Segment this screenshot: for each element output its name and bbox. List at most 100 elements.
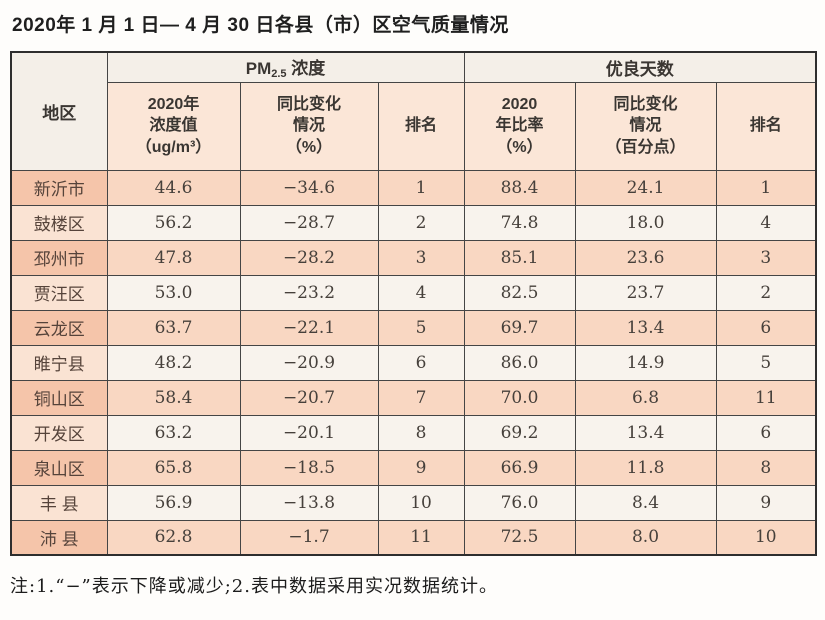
pm-change-cell: −34.6: [239, 169, 379, 206]
air-quality-table: 地区 PM2.5 浓度 优良天数 2020年 浓度值 （ug/m³） 同比变化 …: [10, 51, 818, 556]
good-ratio-cell: 70.0: [463, 379, 576, 416]
page-title: 2020年 1 月 1 日— 4 月 30 日各县（市）区空气质量情况: [12, 15, 509, 36]
good-rank-cell: 11: [715, 379, 817, 416]
pm-value-cell: 56.2: [106, 204, 241, 241]
good-change-cell: 18.0: [574, 204, 717, 241]
table-row: 云龙区 63.7 −22.1 5 69.7 13.4 6: [10, 309, 817, 346]
good-ratio-cell: 88.4: [463, 169, 576, 206]
header-group-row: 地区 PM2.5 浓度 优良天数: [10, 51, 817, 171]
table-row: 新沂市 44.6 −34.6 1 88.4 24.1 1: [10, 169, 817, 206]
pm-rank-cell: 5: [377, 309, 465, 346]
pm-change-cell: −20.1: [239, 414, 379, 451]
good-change-cell: 24.1: [574, 169, 717, 206]
column-header-pm-rank: 排名: [377, 81, 465, 171]
pm-value-cell: 63.2: [106, 414, 241, 451]
good-rank-cell: 2: [715, 274, 817, 311]
table-row: 丰 县 56.9 −13.8 10 76.0 8.4 9: [10, 484, 817, 521]
good-rank-cell: 10: [715, 519, 817, 556]
good-change-cell: 6.8: [574, 379, 717, 416]
pm-rank-cell: 4: [377, 274, 465, 311]
pm-value-cell: 62.8: [106, 519, 241, 556]
good-change-cell: 23.7: [574, 274, 717, 311]
pm25-label-subscript: 2.5: [271, 68, 287, 81]
pm-change-cell: −20.7: [239, 379, 379, 416]
good-ratio-cell: 66.9: [463, 449, 576, 486]
region-cell: 新沂市: [10, 169, 108, 206]
footnote: 注:1.“−”表示下降或减少;2.表中数据采用实况数据统计。: [10, 576, 498, 597]
table-row: 泉山区 65.8 −18.5 9 66.9 11.8 8: [10, 449, 817, 486]
column-header-pm-value: 2020年 浓度值 （ug/m³）: [106, 81, 241, 171]
good-ratio-cell: 86.0: [463, 344, 576, 381]
pm-change-cell: −1.7: [239, 519, 379, 556]
pm-rank-cell: 6: [377, 344, 465, 381]
table-header: 地区 PM2.5 浓度 优良天数 2020年 浓度值 （ug/m³） 同比变化 …: [10, 51, 817, 171]
good-change-cell: 14.9: [574, 344, 717, 381]
region-cell: 铜山区: [10, 379, 108, 416]
pm-change-cell: −22.1: [239, 309, 379, 346]
table-row: 贾汪区 53.0 −23.2 4 82.5 23.7 2: [10, 274, 817, 311]
pm-value-cell: 53.0: [106, 274, 241, 311]
pm25-label-suffix: 浓度: [286, 59, 326, 79]
pm-change-cell: −23.2: [239, 274, 379, 311]
good-rank-cell: 9: [715, 484, 817, 521]
region-cell: 贾汪区: [10, 274, 108, 311]
column-header-good-rank: 排名: [715, 81, 817, 171]
pm-value-cell: 63.7: [106, 309, 241, 346]
table-row: 鼓楼区 56.2 −28.7 2 74.8 18.0 4: [10, 204, 817, 241]
table-row: 睢宁县 48.2 −20.9 6 86.0 14.9 5: [10, 344, 817, 381]
region-cell: 云龙区: [10, 309, 108, 346]
pm-rank-cell: 8: [377, 414, 465, 451]
column-header-good-ratio: 2020 年比率 （%）: [463, 81, 576, 171]
region-cell: 沛 县: [10, 519, 108, 556]
column-header-good-change: 同比变化 情况 （百分点）: [574, 81, 717, 171]
pm25-label-base: PM: [245, 59, 272, 79]
good-ratio-cell: 76.0: [463, 484, 576, 521]
good-rank-cell: 1: [715, 169, 817, 206]
good-rank-cell: 8: [715, 449, 817, 486]
good-rank-cell: 3: [715, 239, 817, 276]
pm-value-cell: 47.8: [106, 239, 241, 276]
good-rank-cell: 6: [715, 414, 817, 451]
region-cell: 睢宁县: [10, 344, 108, 381]
pm-rank-cell: 2: [377, 204, 465, 241]
table-row: 沛 县 62.8 −1.7 11 72.5 8.0 10: [10, 519, 817, 556]
pm-change-cell: −20.9: [239, 344, 379, 381]
pm-rank-cell: 3: [377, 239, 465, 276]
table-row: 邳州市 47.8 −28.2 3 85.1 23.6 3: [10, 239, 817, 276]
column-group-good-days: 优良天数: [463, 51, 817, 83]
pm-value-cell: 58.4: [106, 379, 241, 416]
good-change-cell: 23.6: [574, 239, 717, 276]
table-body: 新沂市 44.6 −34.6 1 88.4 24.1 1 鼓楼区 56.2 −2…: [10, 169, 817, 556]
good-ratio-cell: 69.7: [463, 309, 576, 346]
good-ratio-cell: 82.5: [463, 274, 576, 311]
table-row: 开发区 63.2 −20.1 8 69.2 13.4 6: [10, 414, 817, 451]
pm-value-cell: 44.6: [106, 169, 241, 206]
table-row: 铜山区 58.4 −20.7 7 70.0 6.8 11: [10, 379, 817, 416]
good-rank-cell: 4: [715, 204, 817, 241]
region-cell: 丰 县: [10, 484, 108, 521]
good-rank-cell: 6: [715, 309, 817, 346]
good-rank-cell: 5: [715, 344, 817, 381]
pm-rank-cell: 7: [377, 379, 465, 416]
good-change-cell: 13.4: [574, 414, 717, 451]
pm-rank-cell: 1: [377, 169, 465, 206]
pm-change-cell: −28.2: [239, 239, 379, 276]
pm-rank-cell: 11: [377, 519, 465, 556]
region-cell: 邳州市: [10, 239, 108, 276]
good-ratio-cell: 74.8: [463, 204, 576, 241]
good-change-cell: 8.4: [574, 484, 717, 521]
pm-rank-cell: 9: [377, 449, 465, 486]
header-sub-row: 2020年 浓度值 （ug/m³） 同比变化 情况 （%） 排名 2020 年比…: [11, 81, 817, 171]
region-cell: 鼓楼区: [10, 204, 108, 241]
pm-rank-cell: 10: [377, 484, 465, 521]
pm-change-cell: −13.8: [239, 484, 379, 521]
good-change-cell: 8.0: [574, 519, 717, 556]
pm-value-cell: 56.9: [106, 484, 241, 521]
column-header-pm-change: 同比变化 情况 （%）: [239, 81, 379, 171]
good-ratio-cell: 69.2: [463, 414, 576, 451]
good-ratio-cell: 85.1: [463, 239, 576, 276]
pm-change-cell: −28.7: [239, 204, 379, 241]
column-header-region: 地区: [10, 51, 108, 171]
region-cell: 开发区: [10, 414, 108, 451]
good-ratio-cell: 72.5: [463, 519, 576, 556]
